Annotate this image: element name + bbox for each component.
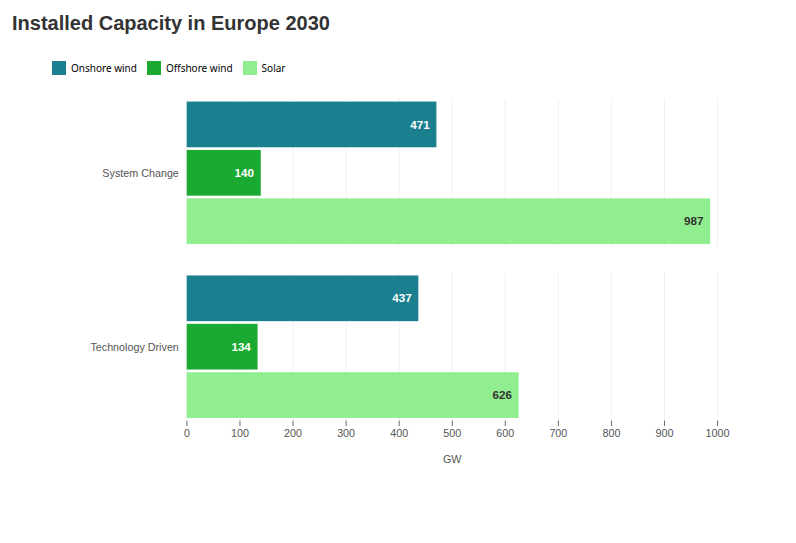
html-text:Onshore wind: Onshore wind bbox=[71, 60, 137, 75]
svg-text:471: 471 bbox=[410, 118, 430, 131]
svg-text:100: 100 bbox=[231, 427, 249, 439]
svg-text:400: 400 bbox=[390, 427, 408, 439]
svg-text:134: 134 bbox=[231, 340, 251, 353]
svg-text:987: 987 bbox=[684, 214, 703, 227]
html-text:Offshore wind: Offshore wind bbox=[166, 60, 233, 75]
svg-text:500: 500 bbox=[443, 427, 461, 439]
svg-text:System Change: System Change bbox=[102, 167, 179, 179]
svg-text:0: 0 bbox=[184, 427, 190, 439]
svg-text:900: 900 bbox=[656, 427, 674, 439]
svg-text:1000: 1000 bbox=[706, 427, 730, 439]
svg-text:140: 140 bbox=[235, 166, 254, 179]
svg-text:200: 200 bbox=[284, 427, 302, 439]
svg-text:GW: GW bbox=[443, 453, 462, 465]
svg-text:800: 800 bbox=[602, 427, 620, 439]
svg-text:300: 300 bbox=[337, 427, 355, 439]
html-text:Solar: Solar bbox=[261, 60, 286, 75]
svg-text:600: 600 bbox=[496, 427, 514, 439]
html-text:Installed Capacity in Europe 2: Installed Capacity in Europe 2030 bbox=[12, 12, 330, 34]
svg-text:626: 626 bbox=[492, 388, 512, 401]
svg-text:Technology Driven: Technology Driven bbox=[90, 341, 178, 353]
svg-text:700: 700 bbox=[549, 427, 567, 439]
svg-text:437: 437 bbox=[392, 291, 411, 304]
